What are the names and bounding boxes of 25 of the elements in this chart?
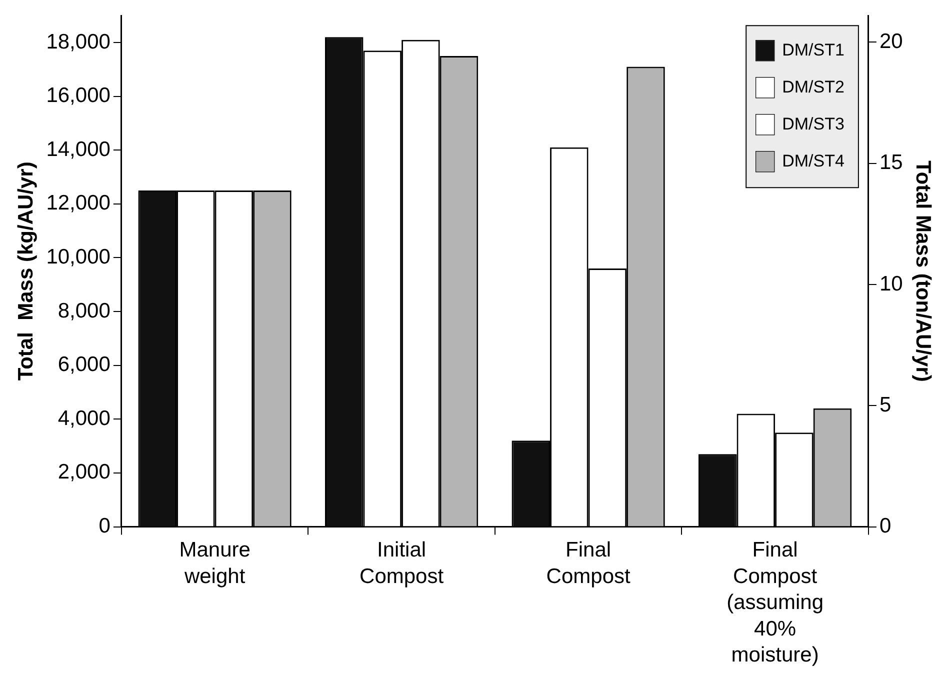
y2-tick-label: 20 <box>879 30 903 54</box>
legend-label: DM/ST1 <box>782 40 844 60</box>
y-tick-label: 16,000 <box>46 84 110 108</box>
x-tick-label: Final Compost <box>546 538 630 588</box>
x-tick-label: Manure weight <box>179 538 250 588</box>
y2-tick-label: 0 <box>879 514 892 538</box>
x-tick-label: Final Compost (assuming 40% moisture) <box>726 538 824 667</box>
y-tick-label: 2,000 <box>58 460 110 484</box>
y2-tick-label: 5 <box>879 393 892 416</box>
y-tick-label: 10,000 <box>46 246 110 269</box>
y-tick-label: 14,000 <box>46 138 110 161</box>
x-tick-label: Initial Compost <box>360 538 444 588</box>
y2-tick-label: 10 <box>879 272 903 296</box>
legend-label: DM/ST4 <box>782 151 844 170</box>
y-tick-label: 12,000 <box>46 192 110 215</box>
y-axis-title: Total Mass (kg/AU/yr) <box>14 162 38 381</box>
y2-axis-title: Total Mass (ton/AU/yr) <box>912 160 935 382</box>
y-tick-label: 0 <box>98 514 110 538</box>
y-tick-label: 18,000 <box>46 30 110 54</box>
legend-label: DM/ST2 <box>782 77 844 96</box>
y-tick-label: 4,000 <box>58 406 110 430</box>
y-tick-label: 8,000 <box>58 299 110 322</box>
y-tick-label: 6,000 <box>58 353 110 376</box>
legend-label: DM/ST3 <box>782 114 844 134</box>
y2-tick-label: 15 <box>879 151 903 174</box>
